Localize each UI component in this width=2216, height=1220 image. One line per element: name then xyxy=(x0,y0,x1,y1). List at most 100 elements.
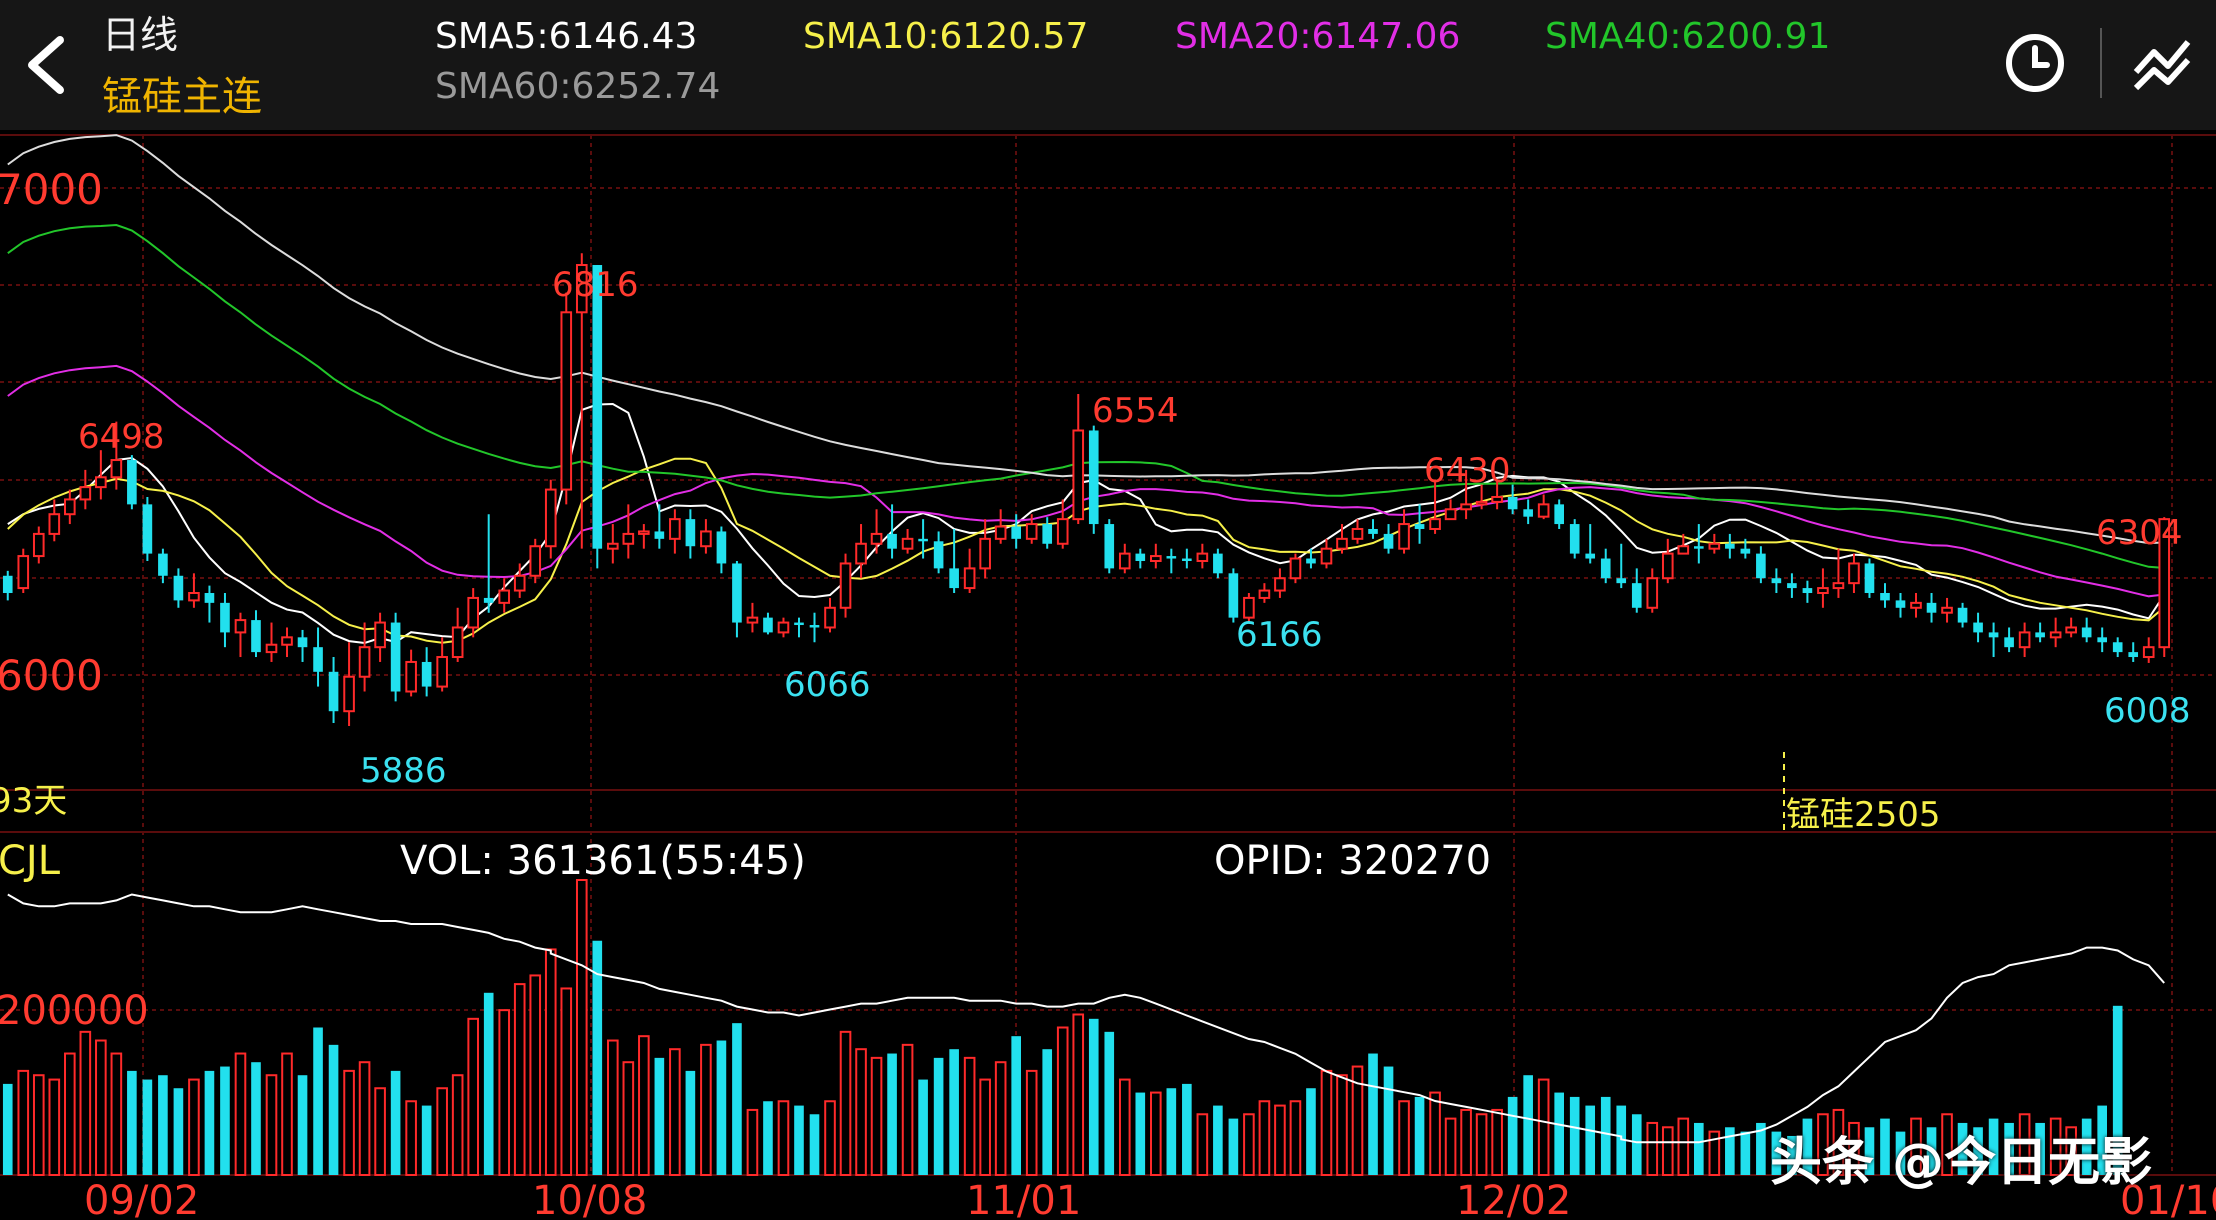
candle-body xyxy=(2142,646,2155,659)
candle-body xyxy=(575,264,588,314)
volume-bar xyxy=(1554,1092,1564,1175)
days-label: 93天 xyxy=(0,781,67,821)
indicator-switch-button[interactable] xyxy=(2126,26,2200,100)
candle-body xyxy=(1088,430,1099,525)
candle-body xyxy=(1056,518,1069,545)
volume-bar xyxy=(1957,1122,1968,1175)
volume-bar xyxy=(963,1056,976,1177)
vol-indicator-name: CJL xyxy=(0,838,61,884)
volume-bar xyxy=(467,1017,479,1177)
candle-body xyxy=(2081,627,2092,638)
candle-body xyxy=(281,636,293,646)
volume-bar xyxy=(918,1079,928,1175)
candle-body xyxy=(1491,495,1503,503)
low-label-5886: 5886 xyxy=(360,751,447,791)
xtick-0110: 01/10 xyxy=(2120,1178,2216,1220)
volume-bar xyxy=(1135,1092,1146,1175)
volume-bar xyxy=(2004,1122,2014,1175)
volume-bar xyxy=(421,1105,432,1175)
volume-bar xyxy=(1988,1118,1999,1175)
candle-body xyxy=(1150,555,1162,562)
candle-body xyxy=(1383,533,1394,549)
candle-body xyxy=(1182,558,1192,561)
candle-body xyxy=(1941,606,1953,614)
candle-body xyxy=(1569,524,1580,554)
high-label-6304: 6304 xyxy=(2096,513,2183,553)
candle-body xyxy=(746,616,759,624)
candle-body xyxy=(79,486,92,501)
volume-bar xyxy=(1025,1069,1038,1176)
candle-body xyxy=(1756,553,1766,579)
candle-body xyxy=(1228,573,1239,618)
candle-body xyxy=(824,606,836,629)
period-label: 日线 xyxy=(102,13,179,57)
volume-bar xyxy=(1646,1121,1659,1176)
volume-bar xyxy=(1569,1096,1580,1175)
volume-bar xyxy=(251,1062,261,1175)
candle-body xyxy=(158,553,168,576)
volume-bar xyxy=(1351,1065,1364,1176)
candle-body xyxy=(17,555,30,590)
candle-body xyxy=(405,660,417,693)
candle-body xyxy=(374,621,386,649)
candle-body xyxy=(1817,587,1829,595)
volume-bar xyxy=(887,1053,897,1175)
contract-label: 锰硅2505 xyxy=(1786,795,1941,835)
volume-bar xyxy=(1661,1126,1674,1177)
volume-bar xyxy=(358,1061,371,1177)
history-button[interactable] xyxy=(1998,26,2072,100)
low-label-6166: 6166 xyxy=(1236,615,1323,655)
candle-body xyxy=(358,646,371,678)
volume-bar xyxy=(313,1027,323,1175)
volume-bar xyxy=(575,879,588,1176)
candle-body xyxy=(1444,508,1457,521)
candle-body xyxy=(1554,504,1564,525)
candle-body xyxy=(870,532,883,545)
ma-line-sma10 xyxy=(7,457,2165,644)
candle-body xyxy=(1243,596,1255,619)
candle-body xyxy=(994,525,1007,540)
candle-body xyxy=(1661,552,1674,580)
candle-body xyxy=(809,625,820,628)
candle-body xyxy=(1507,496,1518,510)
candle-body xyxy=(127,460,137,505)
candle-body xyxy=(110,459,123,479)
volume-bar xyxy=(281,1052,293,1177)
candle-body xyxy=(1973,622,1983,633)
candle-body xyxy=(1802,588,1813,594)
volume-bar xyxy=(110,1052,123,1177)
indicator-switch-icon xyxy=(2133,40,2191,91)
volume-bar xyxy=(1150,1091,1162,1176)
volume-bar xyxy=(949,1049,959,1175)
candle-body xyxy=(654,531,665,539)
volume-bar xyxy=(1756,1122,1766,1175)
volume-bar xyxy=(1258,1100,1271,1176)
candle-body xyxy=(1011,526,1021,539)
volume-bar xyxy=(592,940,603,1175)
candle-body xyxy=(777,621,790,634)
volume-bar xyxy=(654,1057,665,1175)
candle-body xyxy=(560,311,573,491)
volume-bar xyxy=(933,1057,944,1175)
volume-bar xyxy=(17,1069,30,1176)
volume-bar xyxy=(1444,1117,1457,1176)
low-label-6066: 6066 xyxy=(784,665,871,705)
volume-bar xyxy=(95,1039,107,1176)
candle-body xyxy=(1289,557,1302,580)
candle-body xyxy=(1848,562,1860,585)
candle-body xyxy=(1910,601,1922,609)
candle-body xyxy=(638,530,650,535)
back-button[interactable] xyxy=(14,30,84,100)
volume-bar xyxy=(1320,1069,1333,1176)
candle-body xyxy=(1414,524,1425,529)
volume-bar xyxy=(732,1023,742,1175)
candle-body xyxy=(1336,537,1348,550)
volume-bar xyxy=(1802,1118,1813,1175)
candle-body xyxy=(607,542,619,550)
volume-bar xyxy=(1072,1013,1085,1176)
volume-bar xyxy=(1289,1100,1302,1176)
volume-bar xyxy=(1771,1131,1782,1175)
volume-bar xyxy=(142,1079,153,1175)
candle-body xyxy=(855,542,867,565)
